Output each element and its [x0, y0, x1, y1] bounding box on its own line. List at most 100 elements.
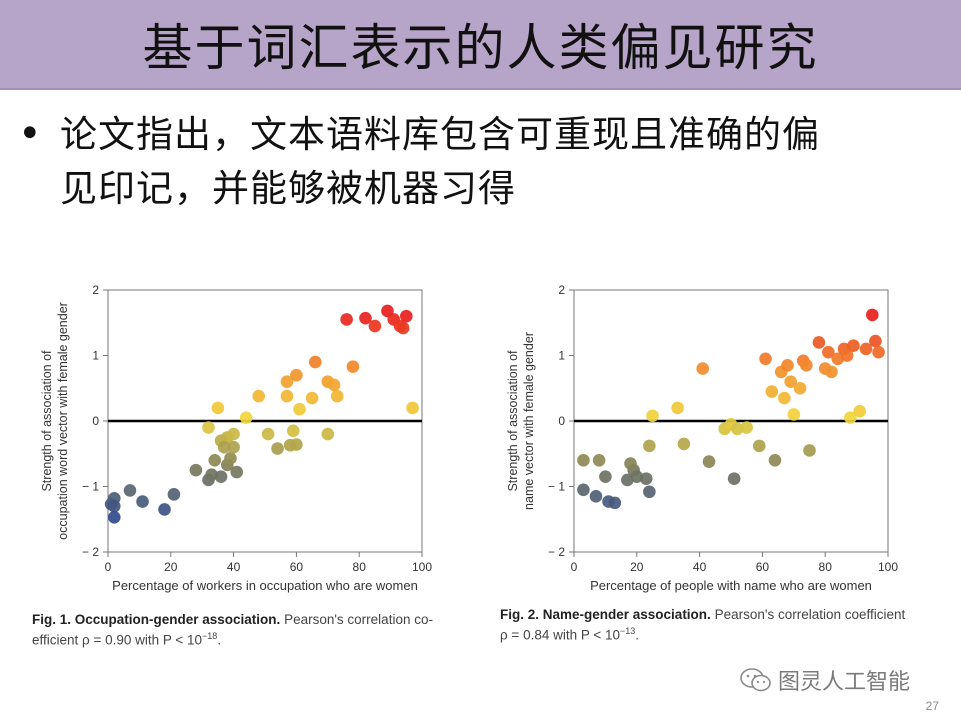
y-tick-label: − 2	[548, 545, 565, 559]
x-axis-label: Percentage of people with name who are w…	[590, 578, 872, 593]
y-tick-label: 2	[92, 283, 99, 297]
data-point	[778, 391, 791, 405]
fig1-caption-title: Fig. 1. Occupation-gender association.	[32, 612, 281, 627]
data-point	[136, 495, 149, 508]
data-point	[205, 468, 218, 482]
bullet-line-2: 见印记，并能够被机器习得	[60, 167, 516, 210]
bullet-line-1: 论文指出，文本语料库包含可重现且准确的偏	[60, 113, 820, 156]
data-point	[781, 359, 794, 372]
data-point	[869, 334, 882, 348]
x-tick-label: 100	[878, 560, 898, 574]
slide-title: 基于词汇表示的人类偏见研究	[142, 19, 819, 77]
fig2-caption-title: Fig. 2. Name-gender association.	[500, 607, 711, 622]
y-axis-label-line2: name vector with female gender	[522, 332, 536, 510]
data-point	[202, 421, 215, 434]
data-point	[643, 439, 656, 453]
x-tick-label: 40	[227, 560, 241, 574]
data-point	[271, 442, 284, 455]
data-point	[677, 437, 691, 451]
x-tick-label: 80	[353, 560, 367, 574]
x-tick-label: 0	[105, 560, 112, 574]
data-point	[840, 349, 854, 362]
x-tick-label: 60	[290, 560, 304, 574]
data-point	[396, 321, 410, 335]
data-point	[224, 452, 237, 465]
x-axis-label: Percentage of workers in occupation who …	[112, 578, 418, 593]
data-point	[752, 439, 766, 453]
page-number: 27	[925, 699, 939, 713]
data-point	[167, 488, 181, 501]
data-point	[107, 510, 121, 524]
data-point	[847, 339, 860, 352]
data-point	[214, 470, 228, 483]
data-point	[599, 470, 612, 483]
data-point	[765, 385, 779, 398]
data-point	[217, 440, 231, 454]
data-point	[368, 319, 382, 333]
figure-1-caption: Fig. 1. Occupation-gender association. P…	[32, 612, 433, 648]
y-axis-label: Strength of association of	[40, 350, 54, 492]
data-point	[624, 457, 637, 470]
data-point	[768, 454, 782, 467]
data-point	[406, 401, 419, 415]
data-point	[327, 378, 341, 392]
data-point	[227, 440, 240, 454]
data-point	[784, 375, 797, 388]
data-point	[330, 389, 344, 403]
y-tick-label: 2	[558, 283, 565, 297]
data-point	[671, 401, 684, 415]
data-point	[107, 499, 121, 513]
data-point	[639, 472, 653, 485]
data-point	[872, 345, 885, 359]
data-point	[844, 411, 857, 425]
bullet-text: 论文指出，文本语料库包含可重现且准确的偏 见印记，并能够被机器习得	[60, 108, 938, 216]
data-point	[702, 455, 716, 468]
watermark: 图灵人工智能	[740, 664, 910, 696]
fig2-caption-line2: ρ = 0.84 with P < 10	[500, 627, 621, 643]
data-point	[740, 421, 753, 434]
data-point	[346, 360, 360, 373]
data-point	[787, 408, 801, 421]
wechat-icon	[740, 668, 771, 692]
data-point	[280, 375, 294, 388]
data-point	[308, 355, 322, 369]
x-tick-label: 60	[756, 560, 770, 574]
title-bar: 基于词汇表示的人类偏见研究	[0, 0, 961, 90]
data-point	[280, 389, 294, 403]
data-point	[859, 342, 873, 356]
fig2-caption-text: Pearson's correlation coefficient	[714, 607, 906, 622]
y-tick-label: 1	[558, 349, 565, 363]
y-tick-label: 0	[92, 414, 99, 428]
data-point	[189, 463, 203, 477]
data-point	[293, 402, 306, 416]
bullet-dot-icon: •	[18, 111, 42, 157]
x-tick-label: 0	[571, 560, 578, 574]
y-axis-label-line2: occupation word vector with female gende…	[56, 302, 70, 540]
chart-name-gender: − 2− 1 0 1 2 0 20 40 60 80 100 Percentage of peopl…	[496, 278, 916, 604]
x-tick-label: 20	[630, 560, 644, 574]
data-point	[208, 454, 222, 467]
data-point	[400, 309, 413, 323]
data-point	[158, 503, 171, 516]
data-point	[252, 389, 266, 403]
x-tick-label: 80	[819, 560, 833, 574]
data-point	[800, 359, 813, 372]
y-tick-label: 0	[558, 414, 565, 428]
fig2-caption-exponent: −13	[620, 626, 636, 636]
x-tick-label: 20	[164, 560, 178, 574]
data-point	[589, 490, 603, 503]
data-point	[812, 336, 826, 349]
data-point	[239, 411, 253, 425]
data-point	[696, 362, 710, 375]
data-point	[577, 454, 590, 467]
data-point	[577, 483, 590, 497]
data-point	[803, 444, 816, 457]
data-point	[230, 465, 244, 479]
fig1-caption-line2: efficient ρ = 0.90 with P < 10	[32, 632, 203, 648]
data-point	[759, 352, 772, 366]
data-point	[730, 422, 744, 436]
data-point	[321, 427, 335, 441]
data-point	[290, 368, 303, 382]
